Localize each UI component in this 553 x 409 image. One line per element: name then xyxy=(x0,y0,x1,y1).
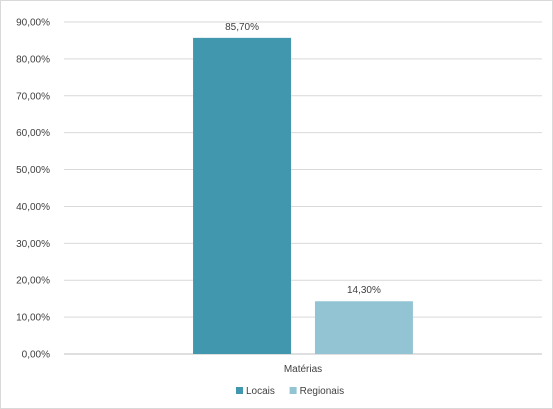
bar-locais xyxy=(193,37,292,355)
y-tick-label: 10,00% xyxy=(16,313,50,324)
y-tick-label: 50,00% xyxy=(16,165,50,176)
legend-label-regionais: Regionais xyxy=(300,386,344,397)
y-tick-label: 30,00% xyxy=(16,239,50,250)
bar-regionais xyxy=(314,301,413,354)
legend-label-locais: Locais xyxy=(246,386,275,397)
y-tick-label: 0,00% xyxy=(22,350,50,361)
y-tick-label: 20,00% xyxy=(16,276,50,287)
y-tick-label: 40,00% xyxy=(16,202,50,213)
y-tick-label: 70,00% xyxy=(16,91,50,102)
legend-swatch-regionais xyxy=(289,387,297,394)
y-tick-label: 90,00% xyxy=(16,18,50,29)
y-tick-label: 80,00% xyxy=(16,54,50,65)
legend-swatch-locais xyxy=(236,387,243,394)
x-tick-label: Matérias xyxy=(284,364,322,375)
y-tick-label: 60,00% xyxy=(16,128,50,139)
data-label-regionais: 14,30% xyxy=(347,285,381,296)
data-label-locais: 85,70% xyxy=(225,22,259,33)
